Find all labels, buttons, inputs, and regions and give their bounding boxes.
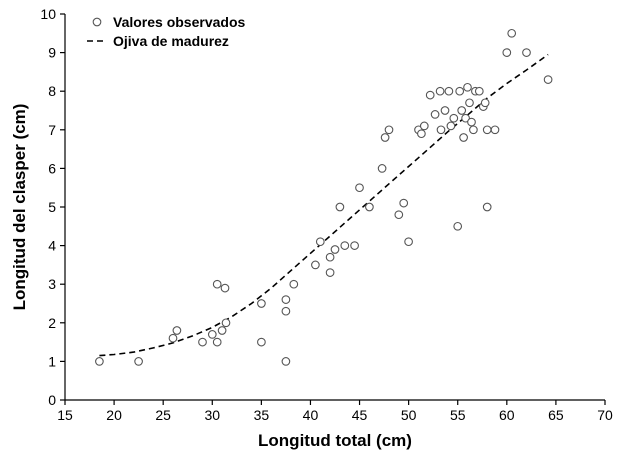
data-point bbox=[483, 126, 491, 134]
data-point bbox=[523, 49, 531, 57]
data-point bbox=[466, 99, 474, 107]
data-point bbox=[405, 238, 413, 246]
x-tick-label: 20 bbox=[106, 407, 122, 423]
data-point bbox=[221, 284, 229, 292]
data-point bbox=[96, 358, 104, 366]
data-point bbox=[381, 134, 389, 142]
y-tick-label: 0 bbox=[48, 392, 56, 408]
x-tick-label: 50 bbox=[401, 407, 417, 423]
data-point bbox=[173, 327, 181, 335]
data-point bbox=[209, 331, 217, 339]
data-point bbox=[445, 87, 453, 95]
data-point bbox=[418, 130, 426, 138]
x-tick-label: 30 bbox=[204, 407, 220, 423]
legend-label-ojiva: Ojiva de madurez bbox=[113, 33, 229, 49]
data-point bbox=[213, 280, 221, 288]
data-point bbox=[491, 126, 499, 134]
data-point bbox=[366, 203, 374, 211]
data-point bbox=[503, 49, 511, 57]
y-tick-label: 2 bbox=[48, 315, 56, 331]
y-tick-label: 9 bbox=[48, 45, 56, 61]
data-point bbox=[544, 76, 552, 84]
data-point bbox=[290, 280, 298, 288]
data-point bbox=[441, 107, 449, 115]
data-point bbox=[317, 238, 325, 246]
x-tick-label: 45 bbox=[352, 407, 368, 423]
y-tick-label: 6 bbox=[48, 160, 56, 176]
x-tick-label: 40 bbox=[303, 407, 319, 423]
legend: Valores observados Ojiva de madurez bbox=[87, 14, 246, 49]
data-point bbox=[169, 334, 177, 342]
data-point bbox=[400, 199, 408, 207]
data-point bbox=[258, 338, 266, 346]
data-point bbox=[378, 165, 386, 173]
data-point bbox=[470, 126, 478, 134]
data-point bbox=[326, 253, 334, 261]
data-point bbox=[351, 242, 359, 250]
y-tick-label: 5 bbox=[48, 199, 56, 215]
x-tick-label: 70 bbox=[597, 407, 613, 423]
data-point bbox=[450, 114, 458, 122]
data-point bbox=[326, 269, 334, 277]
y-tick-label: 4 bbox=[48, 238, 56, 254]
data-point bbox=[213, 338, 221, 346]
data-point bbox=[437, 126, 445, 134]
data-point bbox=[135, 358, 143, 366]
x-tick-label: 65 bbox=[548, 407, 564, 423]
data-point bbox=[199, 338, 207, 346]
data-point bbox=[258, 300, 266, 308]
y-tick-label: 7 bbox=[48, 122, 56, 138]
x-tick-label: 55 bbox=[450, 407, 466, 423]
data-point bbox=[222, 319, 230, 327]
data-point bbox=[282, 358, 290, 366]
data-point bbox=[431, 111, 439, 119]
data-point bbox=[421, 122, 429, 130]
data-point bbox=[483, 203, 491, 211]
data-point bbox=[341, 242, 349, 250]
x-tick-label: 25 bbox=[155, 407, 171, 423]
data-point bbox=[464, 84, 472, 92]
x-tick-label: 35 bbox=[254, 407, 270, 423]
data-point bbox=[395, 211, 403, 219]
data-point bbox=[508, 30, 516, 38]
legend-marker-observed bbox=[93, 18, 101, 26]
y-tick-label: 3 bbox=[48, 276, 56, 292]
data-point bbox=[385, 126, 393, 134]
x-axis-title: Longitud total (cm) bbox=[258, 431, 412, 450]
x-ticks: 15 20 25 30 35 40 45 50 55 60 65 70 bbox=[57, 400, 613, 423]
y-axis-title: Longitud del clasper (cm) bbox=[10, 104, 29, 311]
observed-points bbox=[96, 30, 552, 366]
data-point bbox=[447, 122, 455, 130]
data-point bbox=[331, 246, 339, 254]
x-tick-label: 15 bbox=[57, 407, 73, 423]
x-tick-label: 60 bbox=[499, 407, 515, 423]
data-point bbox=[458, 107, 466, 115]
data-point bbox=[454, 223, 462, 231]
data-point bbox=[312, 261, 320, 269]
data-point bbox=[460, 134, 468, 142]
data-point bbox=[282, 296, 290, 304]
y-tick-label: 1 bbox=[48, 353, 56, 369]
data-point bbox=[218, 327, 226, 335]
data-point bbox=[481, 99, 489, 107]
data-point bbox=[456, 87, 464, 95]
data-point bbox=[468, 118, 476, 126]
y-tick-label: 10 bbox=[40, 6, 56, 22]
y-tick-label: 8 bbox=[48, 83, 56, 99]
data-point bbox=[282, 307, 290, 315]
data-point bbox=[426, 91, 434, 99]
ojiva-curve bbox=[99, 55, 548, 356]
data-point bbox=[336, 203, 344, 211]
legend-label-observed: Valores observados bbox=[113, 14, 246, 30]
data-point bbox=[356, 184, 364, 192]
y-ticks: 0 1 2 3 4 5 6 7 8 9 10 bbox=[40, 6, 65, 408]
data-point bbox=[476, 87, 484, 95]
data-point bbox=[436, 87, 444, 95]
